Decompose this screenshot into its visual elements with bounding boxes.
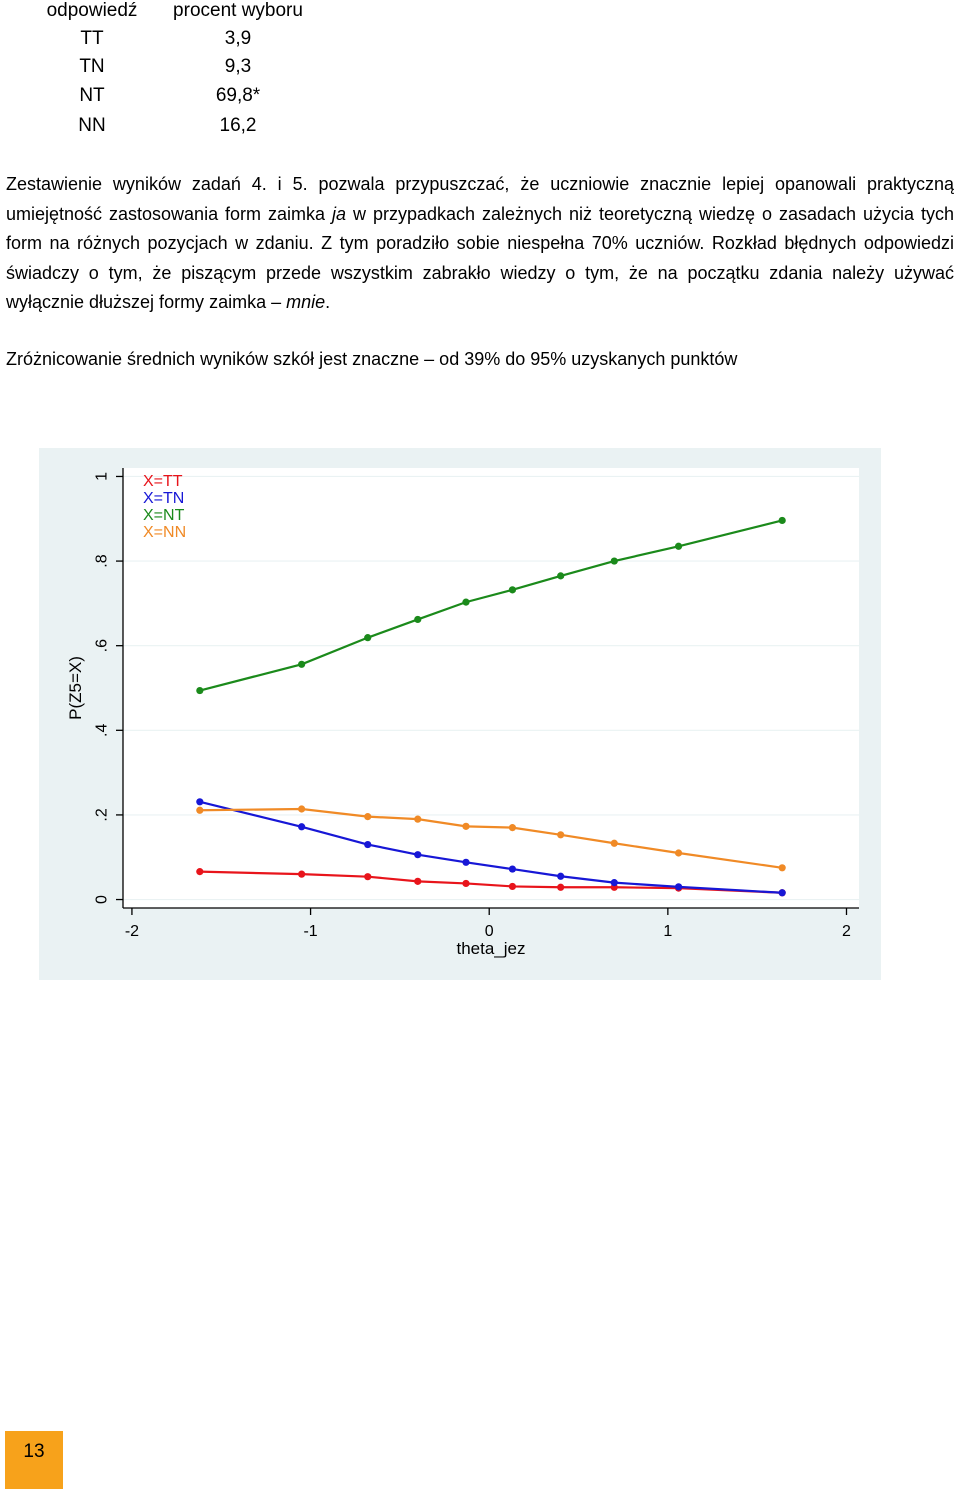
- data-point: [196, 686, 204, 695]
- data-point: [557, 883, 565, 891]
- y-tick-label: .4: [94, 724, 111, 737]
- data-point: [508, 586, 517, 594]
- series-line: [199, 800, 783, 894]
- data-point: [364, 813, 372, 821]
- data-point: [298, 660, 306, 668]
- cell-answer: TT: [80, 28, 104, 49]
- table-header-row: odpowiedź procent wyboru: [0, 0, 330, 28]
- data-point: [298, 805, 306, 813]
- legend-entry: X=NN: [143, 524, 186, 541]
- data-point: [778, 889, 786, 897]
- paragraph-text: Zestawienie wyników zadań 4. i 5. pozwal…: [6, 174, 954, 224]
- data-point: [414, 815, 422, 823]
- data-point: [196, 868, 204, 876]
- x-axis-label: theta_jez: [457, 939, 526, 958]
- data-point: [196, 806, 204, 814]
- data-point: [557, 831, 565, 839]
- data-point: [557, 872, 565, 880]
- table-row: NN 16,2: [0, 115, 330, 143]
- data-point: [778, 864, 786, 872]
- data-point: [414, 877, 422, 885]
- data-point: [610, 839, 618, 847]
- series-line: [199, 870, 783, 894]
- x-tick-label: 2: [842, 923, 851, 940]
- legend-entry: X=TN: [143, 490, 184, 507]
- y-tick-label: .6: [94, 639, 111, 652]
- x-tick-label: -1: [303, 923, 317, 940]
- data-point: [557, 572, 565, 580]
- data-point: [508, 882, 517, 891]
- data-point: [778, 516, 786, 525]
- data-point: [462, 598, 470, 606]
- cell-answer: NT: [79, 85, 105, 106]
- table-row: TN 9,3: [0, 56, 330, 84]
- cell-percent: 3,9: [224, 28, 252, 49]
- data-point: [508, 865, 517, 873]
- x-tick-label: 0: [485, 923, 494, 940]
- data-point: [364, 634, 372, 642]
- paragraph-text: .: [325, 292, 331, 312]
- cell-percent: 16,2: [219, 115, 257, 136]
- y-tick-label: 1: [94, 472, 111, 481]
- paragraph-text: w przypadkach zależnych niż teoretyczną …: [6, 203, 954, 313]
- page-number: 13: [5, 1431, 63, 1489]
- legend-entry: X=TT: [143, 473, 183, 490]
- legend: X=TTX=TNX=NTX=NN: [143, 473, 186, 541]
- table-row: NT 69,8*: [0, 85, 330, 113]
- data-point: [298, 823, 306, 831]
- data-point: [674, 883, 683, 891]
- data-point: [674, 849, 683, 857]
- paragraph-italic-term: ja: [332, 203, 347, 224]
- y-gridlines: [123, 475, 859, 901]
- y-tick-label: .8: [94, 554, 111, 567]
- data-point: [462, 858, 470, 866]
- plot-area: [123, 468, 859, 908]
- y-tick-label: .2: [94, 808, 111, 821]
- data-point: [508, 824, 517, 832]
- cell-answer: TN: [79, 56, 105, 77]
- paragraph-italic-term: mnie: [286, 292, 326, 312]
- y-axis-label: P(Z5=X): [66, 656, 85, 720]
- data-point: [674, 542, 683, 550]
- cell-percent: 9,3: [224, 56, 252, 77]
- chart-panel: 0 .2 .4 .6 .8 1 -2 -1 0 1 2 X=TT X=TN X=NT X=NN thet…: [39, 448, 881, 980]
- y-ticks: 0 .2 .4 .6 .8 1: [94, 472, 123, 904]
- data-point: [414, 615, 422, 624]
- data-point: [462, 879, 470, 888]
- header-answer: odpowiedź: [46, 0, 138, 21]
- schools-paragraph: Zróżnicowanie średnich wyników szkół jes…: [6, 349, 738, 369]
- data-point: [196, 798, 204, 806]
- data-point: [610, 879, 618, 887]
- data-point: [462, 822, 470, 830]
- y-tick-label: 0: [94, 895, 111, 904]
- legend-entry: X=NT: [143, 507, 185, 524]
- cell-percent: 69,8*: [215, 85, 261, 106]
- series-group: [196, 516, 786, 897]
- header-percent: procent wyboru: [173, 0, 303, 21]
- cell-answer: NN: [78, 115, 106, 136]
- data-point: [364, 840, 372, 849]
- data-point: [610, 557, 618, 565]
- line-chart: 0 .2 .4 .6 .8 1 -2 -1 0 1 2 X=TTX=TNX=NTX=NN thet…: [66, 468, 859, 958]
- x-ticks: -2 -1 0 1 2: [125, 908, 851, 940]
- data-point: [414, 851, 422, 859]
- data-point: [298, 870, 306, 878]
- series-line: [199, 807, 783, 869]
- series-line: [199, 519, 783, 692]
- table-row: TT 3,9: [0, 28, 330, 56]
- summary-paragraph: Zestawienie wyników zadań 4. i 5. pozwal…: [6, 170, 954, 318]
- x-tick-label: 1: [663, 923, 672, 940]
- data-point: [364, 873, 372, 881]
- x-tick-label: -2: [125, 923, 139, 940]
